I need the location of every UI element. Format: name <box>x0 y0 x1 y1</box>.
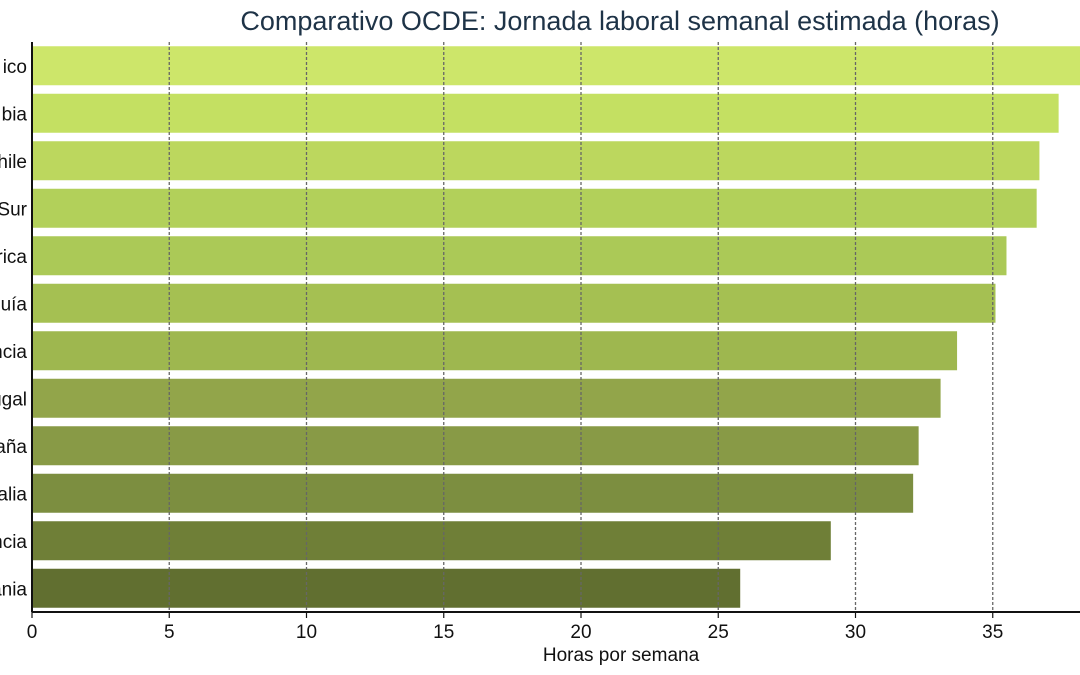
x-tick-label: 10 <box>296 622 317 643</box>
x-tick-label: 5 <box>164 622 175 643</box>
x-tick-label: 35 <box>982 622 1003 643</box>
bar <box>32 378 941 418</box>
bar <box>32 521 831 561</box>
x-tick-label: 0 <box>27 622 38 643</box>
bar <box>32 568 741 608</box>
y-tick-label: aña <box>0 437 27 458</box>
x-tick-label: 15 <box>433 622 454 643</box>
bar <box>32 426 919 466</box>
x-tick-label: 25 <box>708 622 729 643</box>
bar <box>32 331 958 371</box>
bar <box>32 46 1080 86</box>
bar <box>32 283 996 323</box>
y-tick-label: hile <box>0 152 27 173</box>
y-tick-label: talia <box>0 484 27 505</box>
x-axis-label: Horas por semana <box>543 645 700 666</box>
bar <box>32 188 1037 228</box>
chart-title: Comparativo OCDE: Jornada laboral semana… <box>240 6 1000 36</box>
bar <box>32 236 1007 276</box>
x-tick-label: 30 <box>845 622 866 643</box>
bar <box>32 141 1040 181</box>
x-tick-label: 20 <box>570 622 591 643</box>
y-tick-label: bia <box>2 104 28 125</box>
bar <box>32 473 914 513</box>
y-tick-label: ugal <box>0 389 27 410</box>
bar <box>32 93 1059 133</box>
y-tick-label: ncia <box>0 342 27 363</box>
y-tick-label: quía <box>0 294 27 315</box>
y-tick-label: Sur <box>0 199 28 220</box>
y-tick-label: ncia <box>0 532 27 553</box>
y-tick-label: ico <box>3 57 27 78</box>
